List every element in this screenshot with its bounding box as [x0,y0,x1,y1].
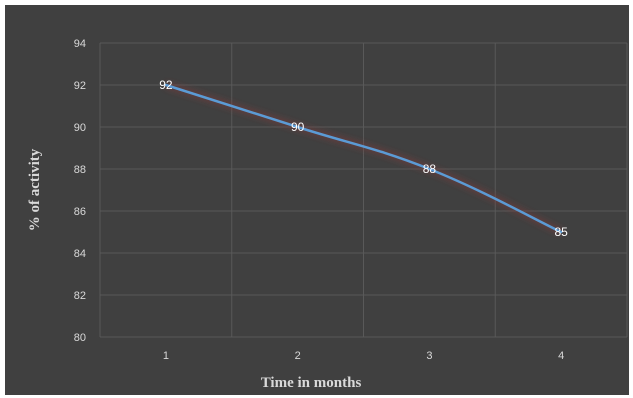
series [164,81,563,236]
x-axis-title: Time in months [261,375,362,391]
series-0-line [164,83,563,234]
y-tick-label-5: 90 [74,122,86,134]
x-tick-label-1: 2 [295,350,301,362]
y-axis-ticks: 80 82 84 86 88 90 92 94 [74,38,86,344]
x-tick-label-2: 3 [426,350,432,362]
y-tick-label-0: 80 [74,332,86,344]
x-tick-label-3: 4 [558,350,564,362]
y-axis-title: % of activity [27,148,43,231]
x-tick-label-0: 1 [163,350,169,362]
x-axis-ticks: 1 2 3 4 [163,350,564,362]
data-labels: 92 90 88 85 [159,78,568,239]
data-label-3: 85 [554,225,568,239]
y-tick-label-1: 82 [74,290,86,302]
y-tick-label-3: 86 [74,206,86,218]
data-label-0: 92 [159,78,173,92]
chart-area [5,5,629,395]
y-tick-label-7: 94 [74,38,86,50]
data-label-2: 88 [423,162,437,176]
y-tick-label-4: 88 [74,164,86,176]
y-tick-label-2: 84 [74,248,86,260]
data-label-1: 90 [291,120,305,134]
y-tick-label-6: 92 [74,80,86,92]
grid [99,42,628,338]
